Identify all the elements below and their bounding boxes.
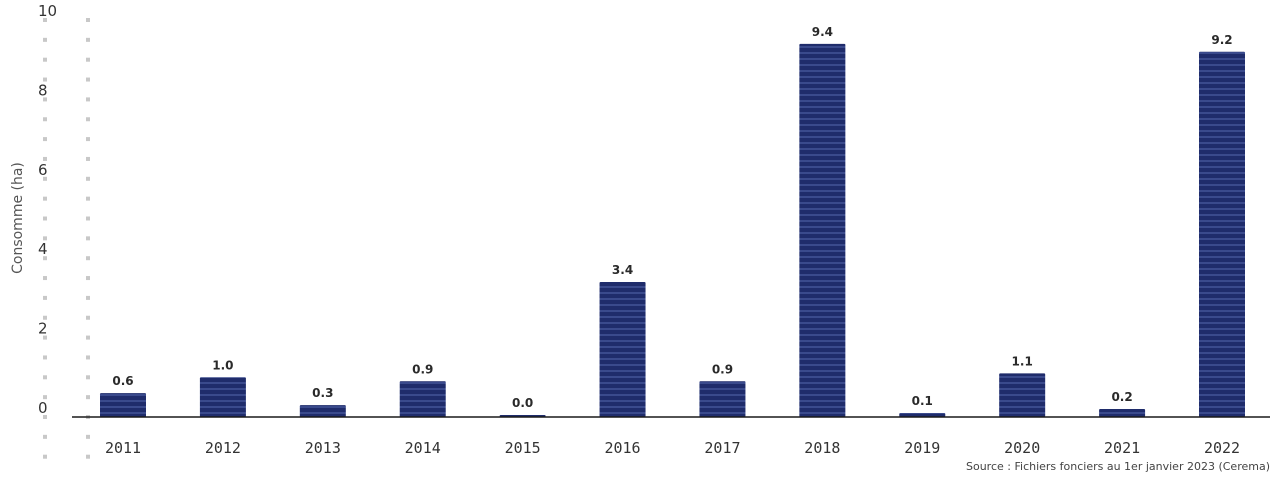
axis-dot bbox=[43, 37, 47, 42]
axis-dot bbox=[43, 57, 47, 62]
bar-2022 bbox=[1199, 51, 1245, 417]
y-axis-ticks: 0 2 4 6 8 10 bbox=[38, 2, 57, 417]
bar-2019 bbox=[899, 413, 946, 417]
axis-dot bbox=[86, 77, 90, 82]
data-label-2011: 0.6 bbox=[112, 374, 133, 388]
axis-dot bbox=[86, 196, 90, 201]
data-label-2016: 3.4 bbox=[612, 263, 633, 277]
x-tick-label-2019: 2019 bbox=[904, 439, 940, 457]
axis-dot bbox=[43, 117, 47, 122]
data-label-2015: 0.0 bbox=[512, 396, 533, 410]
x-tick-label-2013: 2013 bbox=[305, 439, 341, 457]
axis-dot bbox=[86, 295, 90, 300]
axis-dot bbox=[86, 37, 90, 42]
axis-dot bbox=[43, 335, 47, 340]
axis-dot bbox=[86, 236, 90, 241]
axis-dot bbox=[43, 156, 47, 161]
axis-dot bbox=[43, 395, 47, 400]
axis-dot bbox=[43, 375, 47, 380]
x-tick-label-2017: 2017 bbox=[704, 439, 740, 457]
axis-dot bbox=[43, 256, 47, 261]
y-tick-label: 8 bbox=[38, 81, 48, 99]
data-label-2013: 0.3 bbox=[312, 386, 333, 400]
axis-dot bbox=[86, 395, 90, 400]
axis-dot bbox=[86, 137, 90, 142]
axis-dot bbox=[86, 355, 90, 360]
axis-dot bbox=[43, 137, 47, 142]
x-tick-label-2014: 2014 bbox=[405, 439, 441, 457]
data-label-2019: 0.1 bbox=[912, 394, 933, 408]
source-note: Source : Fichiers fonciers au 1er janvie… bbox=[966, 460, 1270, 473]
x-tick-label-2022: 2022 bbox=[1204, 439, 1240, 457]
bars-group bbox=[100, 43, 1245, 417]
x-tick-label-2012: 2012 bbox=[205, 439, 241, 457]
axis-dot bbox=[86, 97, 90, 102]
bar-2014 bbox=[399, 381, 446, 417]
x-tick-label-2018: 2018 bbox=[804, 439, 840, 457]
x-tick-label-2011: 2011 bbox=[105, 439, 141, 457]
axis-dot bbox=[86, 434, 90, 439]
data-labels-group: 0.6 1.0 0.3 0.9 0.0 3.4 0.9 9.4 0.1 1.1 0.2 9.2 bbox=[112, 25, 1232, 410]
axis-dot bbox=[86, 18, 90, 22]
y-axis-title: Consomme (ha) bbox=[10, 162, 26, 274]
axis-dot bbox=[43, 18, 47, 22]
axis-dot bbox=[86, 375, 90, 380]
bar-2011 bbox=[100, 393, 146, 417]
axis-decoration bbox=[43, 18, 90, 459]
axis-dot bbox=[86, 117, 90, 122]
data-label-2012: 1.0 bbox=[212, 358, 233, 372]
axis-dot bbox=[86, 256, 90, 261]
bar-2020 bbox=[999, 373, 1046, 417]
axis-dot bbox=[86, 315, 90, 320]
data-label-2014: 0.9 bbox=[412, 362, 433, 376]
bar-2018 bbox=[799, 43, 846, 417]
data-label-2020: 1.1 bbox=[1012, 354, 1033, 368]
data-label-2017: 0.9 bbox=[712, 362, 733, 376]
data-label-2021: 0.2 bbox=[1111, 390, 1132, 404]
axis-dot bbox=[43, 236, 47, 241]
axis-dot bbox=[43, 77, 47, 82]
x-tick-label-2021: 2021 bbox=[1104, 439, 1140, 457]
axis-dot bbox=[43, 355, 47, 360]
y-tick-label: 10 bbox=[38, 2, 57, 20]
axis-dot bbox=[86, 216, 90, 221]
axis-dot bbox=[43, 315, 47, 320]
axis-dot bbox=[43, 176, 47, 181]
data-label-2018: 9.4 bbox=[812, 25, 833, 39]
axis-dot bbox=[86, 176, 90, 181]
axis-dot bbox=[86, 454, 90, 459]
bar-2012 bbox=[199, 377, 246, 417]
axis-dot bbox=[86, 57, 90, 62]
y-tick-label: 0 bbox=[38, 399, 48, 417]
x-tick-label-2015: 2015 bbox=[505, 439, 541, 457]
x-axis-labels: 2011 2012 2013 2014 2015 2016 2017 2018 2019 2020… bbox=[105, 439, 1240, 457]
axis-dot bbox=[43, 434, 47, 439]
x-tick-label-2016: 2016 bbox=[604, 439, 640, 457]
axis-dot bbox=[43, 276, 47, 281]
axis-dot bbox=[86, 276, 90, 281]
y-tick-label: 2 bbox=[38, 320, 48, 338]
axis-dot bbox=[43, 216, 47, 221]
y-tick-label: 6 bbox=[38, 161, 48, 179]
axis-dot bbox=[43, 97, 47, 102]
x-tick-label-2020: 2020 bbox=[1004, 439, 1040, 457]
axis-dot bbox=[43, 415, 47, 419]
bar-2021 bbox=[1099, 409, 1146, 417]
axis-dot bbox=[86, 156, 90, 161]
axis-dot bbox=[43, 295, 47, 300]
bar-2013 bbox=[299, 405, 346, 417]
axis-dot bbox=[43, 196, 47, 201]
axis-dot bbox=[43, 454, 47, 459]
bar-2017 bbox=[699, 381, 746, 417]
y-tick-label: 4 bbox=[38, 240, 48, 258]
bar-2016 bbox=[599, 282, 646, 417]
axis-dot bbox=[86, 335, 90, 340]
data-label-2022: 9.2 bbox=[1211, 33, 1232, 47]
